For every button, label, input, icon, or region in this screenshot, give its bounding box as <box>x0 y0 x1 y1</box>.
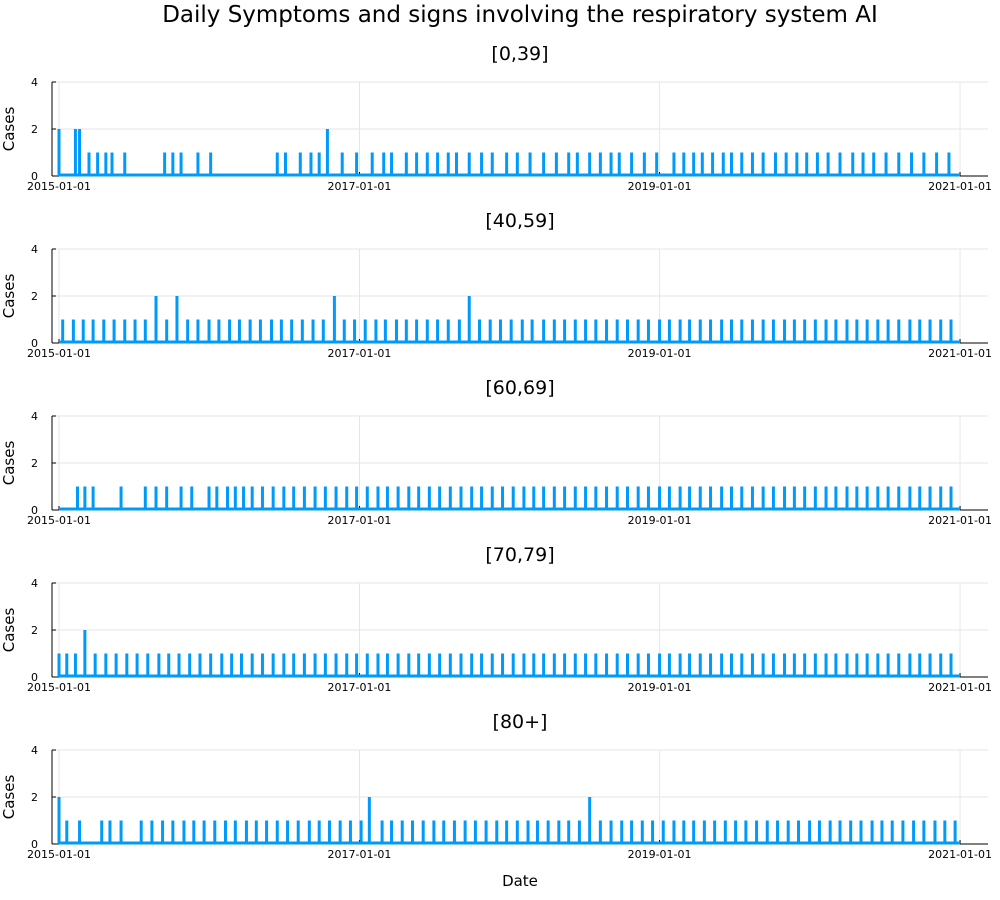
x-axis-label: Date <box>502 872 538 890</box>
x-tick-label: 2021-01-01 <box>928 848 992 861</box>
x-tick-label: 2021-01-01 <box>928 514 992 527</box>
x-tick-label: 2015-01-01 <box>27 180 91 193</box>
y-axis-label: Cases <box>0 775 18 820</box>
x-tick-label: 2019-01-01 <box>628 347 692 360</box>
x-tick-label: 2017-01-01 <box>328 681 392 694</box>
chart-panel: [80+] Cases 0 2 4 2015-01-01 2017-01-01 2019-01… <box>0 711 992 861</box>
x-tick-label: 2021-01-01 <box>928 180 992 193</box>
chart-panel: [40,59] Cases 0 2 4 2015-01-01 2017-01-01 2019-… <box>0 210 992 360</box>
y-tick-label: 0 <box>31 504 38 517</box>
x-tick-label: 2019-01-01 <box>628 514 692 527</box>
panel-title: [80+] <box>493 711 548 733</box>
y-tick-label: 4 <box>31 577 38 590</box>
y-tick-label: 4 <box>31 76 38 89</box>
x-tick-label: 2015-01-01 <box>27 514 91 527</box>
y-tick-label: 0 <box>31 838 38 851</box>
y-tick-label: 4 <box>31 243 38 256</box>
x-tick-label: 2017-01-01 <box>328 848 392 861</box>
panel-title: [60,69] <box>485 377 554 399</box>
y-tick-label: 0 <box>31 337 38 350</box>
panel-title: [40,59] <box>485 210 554 232</box>
x-tick-label: 2015-01-01 <box>27 347 91 360</box>
panels-group: [0,39] Cases 0 2 4 2015-01-01 2017-01-01 2019-0… <box>0 43 992 861</box>
y-tick-label: 4 <box>31 410 38 423</box>
chart-panel: [0,39] Cases 0 2 4 2015-01-01 2017-01-01 2019-0… <box>0 43 992 193</box>
y-axis-label: Cases <box>0 274 18 319</box>
y-tick-label: 4 <box>31 744 38 757</box>
y-axis-label: Cases <box>0 107 18 152</box>
y-tick-label: 2 <box>31 290 38 303</box>
x-tick-label: 2017-01-01 <box>328 180 392 193</box>
x-tick-label: 2021-01-01 <box>928 681 992 694</box>
x-tick-label: 2019-01-01 <box>628 848 692 861</box>
x-tick-label: 2015-01-01 <box>27 848 91 861</box>
y-axis-label: Cases <box>0 441 18 486</box>
y-tick-label: 2 <box>31 123 38 136</box>
chart-title: Daily Symptoms and signs involving the r… <box>162 2 878 28</box>
chart-panel: [60,69] Cases 0 2 4 2015-01-01 2017-01-01 2019-… <box>0 377 992 527</box>
y-tick-label: 2 <box>31 457 38 470</box>
y-axis-label: Cases <box>0 608 18 653</box>
x-tick-label: 2017-01-01 <box>328 514 392 527</box>
x-tick-label: 2021-01-01 <box>928 347 992 360</box>
chart-panel: [70,79] Cases 0 2 4 2015-01-01 2017-01-01 2019-… <box>0 544 992 694</box>
y-tick-label: 2 <box>31 791 38 804</box>
panel-title: [70,79] <box>485 544 554 566</box>
x-tick-label: 2017-01-01 <box>328 347 392 360</box>
y-tick-label: 0 <box>31 671 38 684</box>
y-tick-label: 0 <box>31 170 38 183</box>
x-tick-label: 2019-01-01 <box>628 180 692 193</box>
y-tick-label: 2 <box>31 624 38 637</box>
panel-title: [0,39] <box>491 43 548 65</box>
x-tick-label: 2015-01-01 <box>27 681 91 694</box>
x-tick-label: 2019-01-01 <box>628 681 692 694</box>
